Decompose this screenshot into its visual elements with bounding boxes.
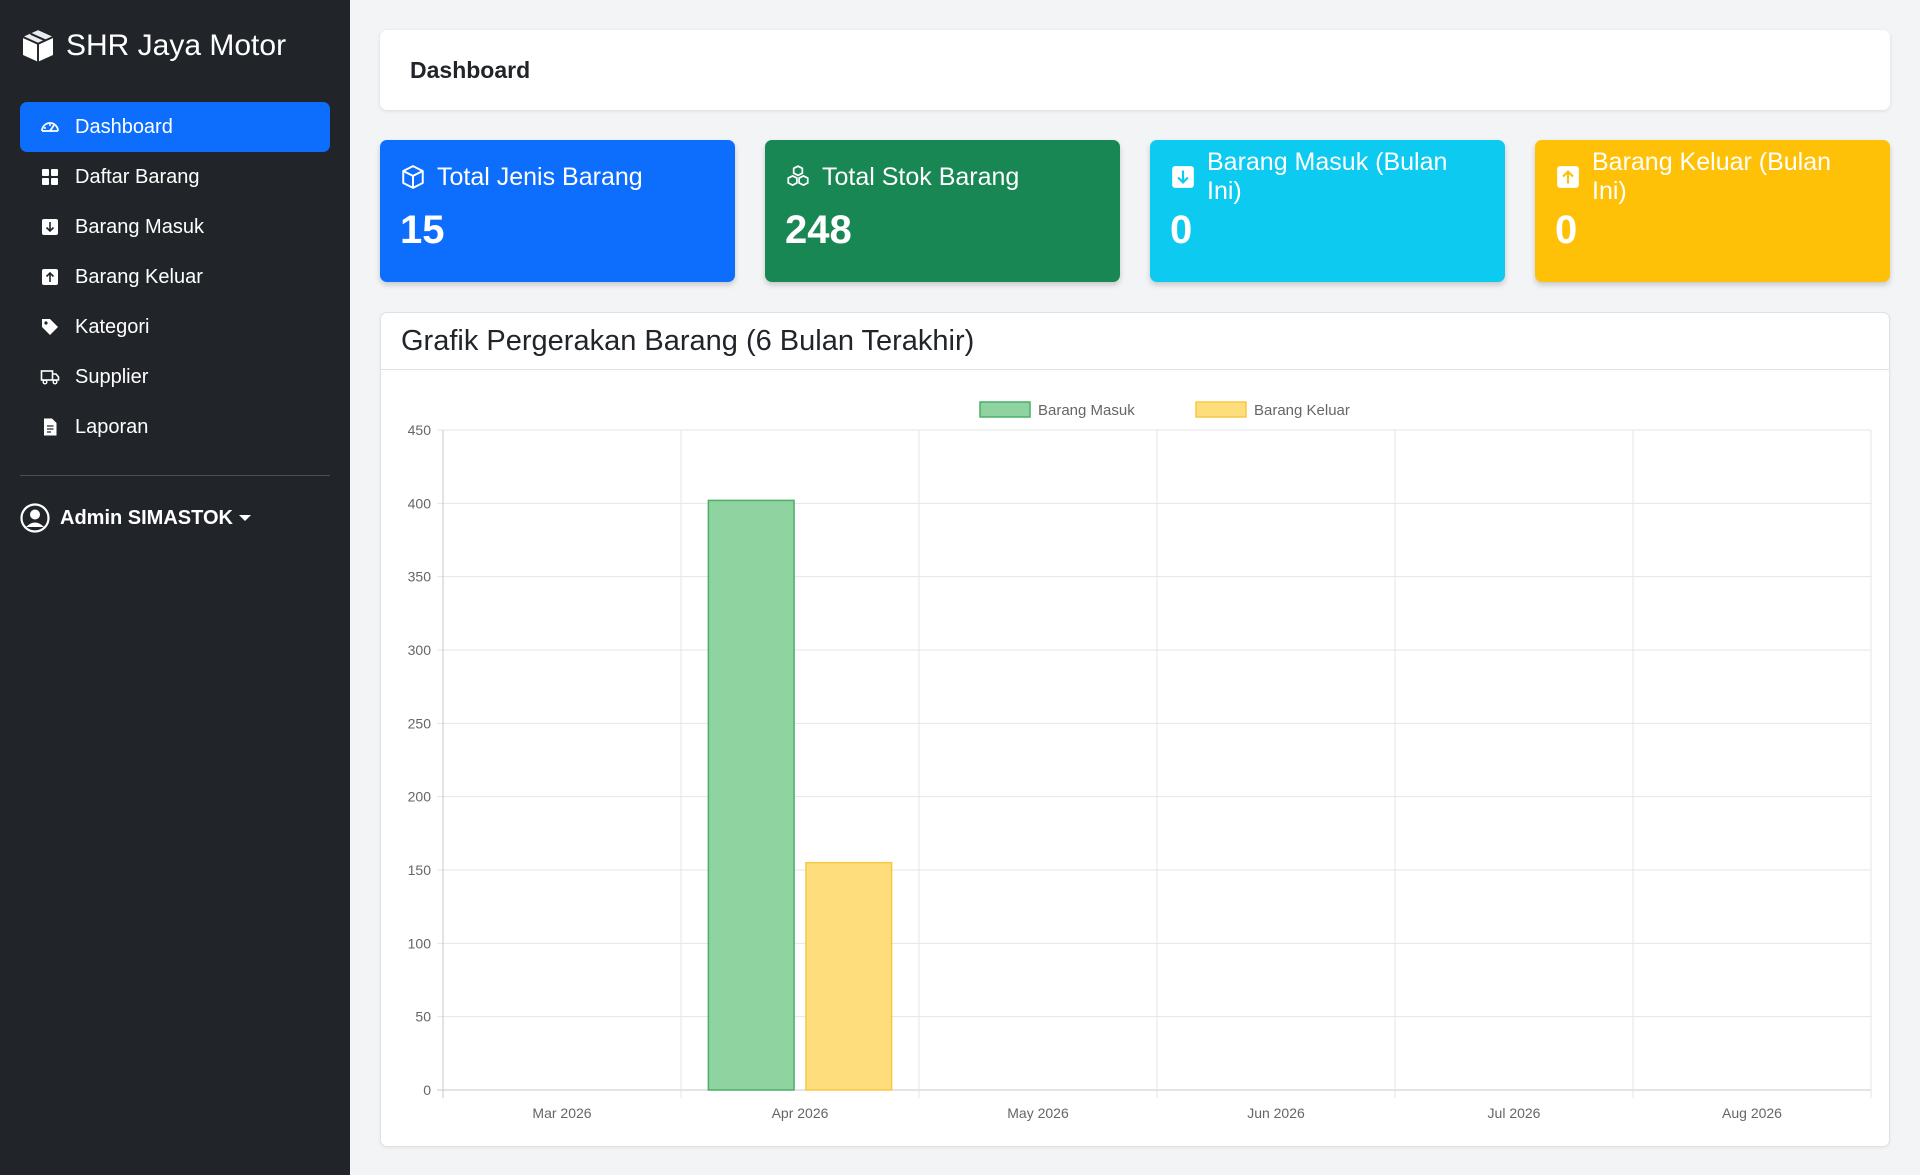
brand-name: SHR Jaya Motor <box>66 29 287 62</box>
dashboard-icon <box>40 117 60 137</box>
stat-cards: Total Jenis Barang 15 Total Stok Barang … <box>380 140 1890 282</box>
brand[interactable]: SHR Jaya Motor <box>20 0 330 92</box>
x-tick-label: Apr 2026 <box>772 1105 829 1121</box>
page-header: Dashboard <box>380 30 1890 110</box>
page-title: Dashboard <box>410 56 531 83</box>
y-tick-label: 50 <box>415 1009 431 1025</box>
sidebar-item-dashboard[interactable]: Dashboard <box>20 102 330 152</box>
stat-value: 0 <box>1170 208 1193 252</box>
y-tick-label: 300 <box>408 642 432 658</box>
sidebar-item-barang-keluar[interactable]: Barang Keluar <box>20 252 330 302</box>
arrow-up-square-icon <box>1555 164 1581 190</box>
sidebar-item-supplier[interactable]: Supplier <box>20 352 330 402</box>
tag-icon <box>40 317 60 337</box>
sidebar-item-barang-masuk[interactable]: Barang Masuk <box>20 202 330 252</box>
y-tick-label: 400 <box>408 495 432 511</box>
user-name: Admin SIMASTOK <box>60 506 233 529</box>
stat-value: 248 <box>785 208 852 252</box>
stat-value: 15 <box>400 208 445 252</box>
x-tick-label: Jun 2026 <box>1247 1105 1305 1121</box>
x-tick-label: Mar 2026 <box>532 1105 591 1121</box>
bar-barang-masuk <box>707 499 795 1091</box>
sidebar-item-label: Barang Keluar <box>75 265 203 288</box>
user-circle-icon <box>20 503 50 533</box>
sidebar-item-label: Dashboard <box>75 115 173 138</box>
stat-label: Barang Keluar (Bulan Ini) <box>1592 148 1832 205</box>
box-icon <box>22 30 54 62</box>
x-tick-label: May 2026 <box>1007 1105 1069 1121</box>
grid-icon <box>40 167 60 187</box>
stat-label: Total Stok Barang <box>822 162 1020 191</box>
sidebar-nav: Dashboard Daftar Barang Barang Masuk Bar… <box>20 102 330 452</box>
chart-body: 0 50 100 150 200 250 300 350 400 450 Mar 2026 Apr 2… <box>381 370 1889 1146</box>
arrow-down-square-icon <box>40 217 60 237</box>
y-tick-label: 350 <box>408 569 432 585</box>
sidebar-item-label: Barang Masuk <box>75 215 204 238</box>
bar-chart: 0 50 100 150 200 250 300 350 400 450 Mar 2026 Apr 2… <box>408 401 1872 1121</box>
chart-card: Grafik Pergerakan Barang (6 Bulan Terakh… <box>380 312 1890 1147</box>
caret-down-icon <box>238 515 251 521</box>
legend-label: Barang Masuk <box>1038 402 1135 419</box>
boxes-icon <box>785 164 811 190</box>
sidebar-item-daftar-barang[interactable]: Daftar Barang <box>20 152 330 202</box>
y-tick-label: 200 <box>408 789 432 805</box>
y-tick-label: 250 <box>408 715 432 731</box>
sidebar-item-label: Kategori <box>75 315 150 338</box>
y-tick-label: 0 <box>423 1082 431 1098</box>
main-content: Dashboard Total Jenis Barang 15 Total St… <box>380 30 1890 1147</box>
sidebar-item-label: Supplier <box>75 365 149 388</box>
stat-label: Barang Masuk (Bulan Ini) <box>1207 148 1448 205</box>
chart-card-title: Grafik Pergerakan Barang (6 Bulan Terakh… <box>381 313 1889 370</box>
bar-barang-keluar <box>805 861 893 1091</box>
user-menu[interactable]: Admin SIMASTOK <box>20 500 330 536</box>
truck-icon <box>40 367 60 387</box>
stat-label: Total Jenis Barang <box>437 162 643 191</box>
arrow-up-square-icon <box>40 267 60 287</box>
legend-label: Barang Keluar <box>1254 402 1350 419</box>
stat-card-total-stok-barang: Total Stok Barang 248 <box>765 140 1120 282</box>
x-tick-label: Aug 2026 <box>1722 1105 1782 1121</box>
legend-swatch <box>1195 401 1247 418</box>
legend-swatch <box>979 401 1031 418</box>
sidebar: SHR Jaya Motor Dashboard Daftar Barang B… <box>0 0 350 1175</box>
x-tick-label: Jul 2026 <box>1488 1105 1541 1121</box>
sidebar-item-label: Laporan <box>75 415 149 438</box>
sidebar-divider <box>20 475 330 476</box>
y-tick-label: 450 <box>408 422 432 438</box>
y-tick-label: 150 <box>408 862 432 878</box>
box-icon <box>400 164 426 190</box>
stat-card-total-jenis-barang: Total Jenis Barang 15 <box>380 140 735 282</box>
sidebar-item-laporan[interactable]: Laporan <box>20 402 330 452</box>
stat-card-barang-keluar: Barang Keluar (Bulan Ini) 0 <box>1535 140 1890 282</box>
sidebar-item-kategori[interactable]: Kategori <box>20 302 330 352</box>
sidebar-item-label: Daftar Barang <box>75 165 200 188</box>
arrow-down-square-icon <box>1170 164 1196 190</box>
y-tick-label: 100 <box>408 935 432 951</box>
stat-value: 0 <box>1555 208 1578 252</box>
stat-card-barang-masuk: Barang Masuk (Bulan Ini) 0 <box>1150 140 1505 282</box>
document-icon <box>40 417 60 437</box>
